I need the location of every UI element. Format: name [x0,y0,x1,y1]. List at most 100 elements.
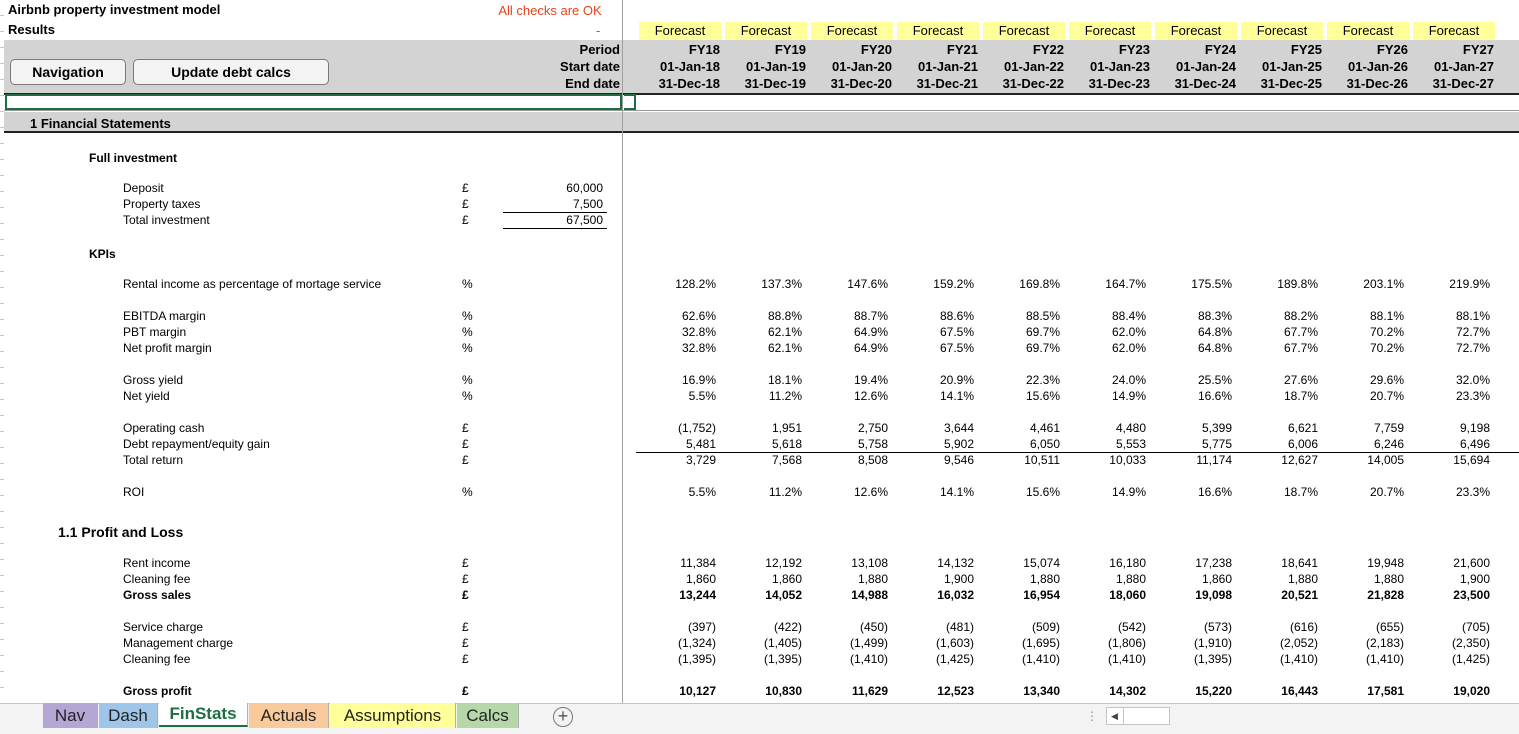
data-cell[interactable]: (397) [687,620,716,634]
data-cell[interactable]: (2,052) [1279,636,1318,650]
data-cell[interactable]: 62.0% [1111,325,1146,339]
data-cell[interactable]: 32.0% [1455,373,1490,387]
data-cell[interactable]: 8,508 [857,453,888,467]
data-cell[interactable]: 19,948 [1367,556,1404,570]
data-cell[interactable]: 159.2% [933,277,974,291]
tab-actuals[interactable]: Actuals [249,703,329,728]
data-cell[interactable]: 70.2% [1369,341,1404,355]
data-cell[interactable]: 14.9% [1111,485,1146,499]
data-cell[interactable]: 62.6% [681,309,716,323]
data-cell[interactable]: 88.1% [1455,309,1490,323]
data-cell[interactable]: 16.9% [681,373,716,387]
data-cell[interactable]: 10,511 [1024,453,1060,467]
data-cell[interactable]: 5,902 [943,437,974,451]
data-cell[interactable]: (655) [1375,620,1404,634]
data-cell[interactable]: 13,108 [851,556,888,570]
data-cell[interactable]: 5,618 [771,437,802,451]
data-cell[interactable]: (616) [1289,620,1318,634]
data-cell[interactable]: 1,880 [1115,572,1146,586]
data-cell[interactable]: 10,830 [765,684,802,698]
data-cell[interactable]: (1,410) [1365,652,1404,666]
data-cell[interactable]: 64.8% [1197,341,1232,355]
data-cell[interactable]: 1,860 [685,572,716,586]
data-cell[interactable]: 4,480 [1115,421,1146,435]
data-cell[interactable]: 88.1% [1369,309,1404,323]
data-cell[interactable]: 18.7% [1283,485,1318,499]
data-cell[interactable]: 11.2% [768,485,802,499]
data-cell[interactable]: (481) [945,620,974,634]
data-cell[interactable]: 15,220 [1195,684,1232,698]
data-cell[interactable]: (1,410) [1107,652,1146,666]
data-cell[interactable]: 6,246 [1373,437,1404,451]
data-cell[interactable]: 67.5% [939,325,974,339]
tab-calcs[interactable]: Calcs [457,703,519,728]
data-cell[interactable]: 14.1% [939,485,974,499]
data-cell[interactable]: 67.5% [939,341,974,355]
data-cell[interactable]: 19,098 [1195,588,1232,602]
data-cell[interactable]: 15.6% [1025,389,1060,403]
data-cell[interactable]: 12.6% [853,485,888,499]
data-cell[interactable]: 23.3% [1455,485,1490,499]
data-cell[interactable]: 16.6% [1197,389,1232,403]
data-cell[interactable]: 14,132 [937,556,974,570]
data-cell[interactable]: 1,880 [857,572,888,586]
data-cell[interactable]: 11,384 [680,556,716,570]
data-cell[interactable]: (705) [1461,620,1490,634]
data-cell[interactable]: 5,758 [857,437,888,451]
data-cell[interactable]: 88.6% [939,309,974,323]
data-cell[interactable]: 164.7% [1105,277,1146,291]
tab-nav[interactable]: Nav [43,703,98,728]
data-cell[interactable]: 88.8% [767,309,802,323]
data-cell[interactable]: 21,828 [1367,588,1404,602]
data-cell[interactable]: 203.1% [1363,277,1404,291]
data-cell[interactable]: (1,806) [1107,636,1146,650]
data-cell[interactable]: 1,900 [1459,572,1490,586]
data-cell[interactable]: 14,005 [1367,453,1404,467]
data-cell[interactable]: 5,775 [1201,437,1232,451]
data-cell[interactable]: 20.9% [939,373,974,387]
data-cell[interactable]: 16,954 [1023,588,1060,602]
data-cell[interactable]: 19,020 [1453,684,1490,698]
data-cell[interactable]: (1,395) [1193,652,1232,666]
data-cell[interactable]: 13,340 [1023,684,1060,698]
data-cell[interactable]: (1,410) [849,652,888,666]
data-cell[interactable]: 21,600 [1453,556,1490,570]
data-cell[interactable]: 5.5% [688,485,716,499]
data-cell[interactable]: 128.2% [675,277,716,291]
data-cell[interactable]: 6,621 [1287,421,1318,435]
data-cell[interactable]: 13,244 [679,588,716,602]
data-cell[interactable]: 62.1% [767,325,802,339]
data-cell[interactable]: (1,324) [677,636,716,650]
data-cell[interactable]: 10,033 [1109,453,1146,467]
data-cell[interactable]: 64.8% [1197,325,1232,339]
data-cell[interactable]: 16.6% [1197,485,1232,499]
data-cell[interactable]: 12,627 [1281,453,1318,467]
data-cell[interactable]: (450) [859,620,888,634]
data-cell[interactable]: 11.2% [768,389,802,403]
data-cell[interactable]: 16,032 [937,588,974,602]
data-cell[interactable]: (1,395) [763,652,802,666]
data-cell[interactable]: 24.0% [1111,373,1146,387]
data-cell[interactable]: 25.5% [1197,373,1232,387]
data-cell[interactable]: (1,405) [763,636,802,650]
data-cell[interactable]: 23,500 [1453,588,1490,602]
data-cell[interactable]: 9,546 [943,453,974,467]
data-cell[interactable]: 10,127 [679,684,716,698]
data-cell[interactable]: 5,553 [1115,437,1146,451]
data-cell[interactable]: (422) [773,620,802,634]
data-cell[interactable]: 219.9% [1449,277,1490,291]
data-cell[interactable]: 69.7% [1025,325,1060,339]
data-cell[interactable]: 29.6% [1369,373,1404,387]
data-cell[interactable]: 1,860 [1201,572,1232,586]
plus-circle-icon[interactable]: + [553,707,573,727]
data-cell[interactable]: 64.9% [853,341,888,355]
data-cell[interactable]: (542) [1117,620,1146,634]
data-cell[interactable]: 62.1% [767,341,802,355]
data-cell[interactable]: 88.2% [1283,309,1318,323]
data-cell[interactable]: 1,880 [1029,572,1060,586]
data-cell[interactable]: 70.2% [1369,325,1404,339]
data-cell[interactable]: 32.8% [681,325,716,339]
data-cell[interactable]: 12,523 [937,684,974,698]
data-cell[interactable]: 18.1% [767,373,802,387]
data-cell[interactable]: 1,880 [1373,572,1404,586]
